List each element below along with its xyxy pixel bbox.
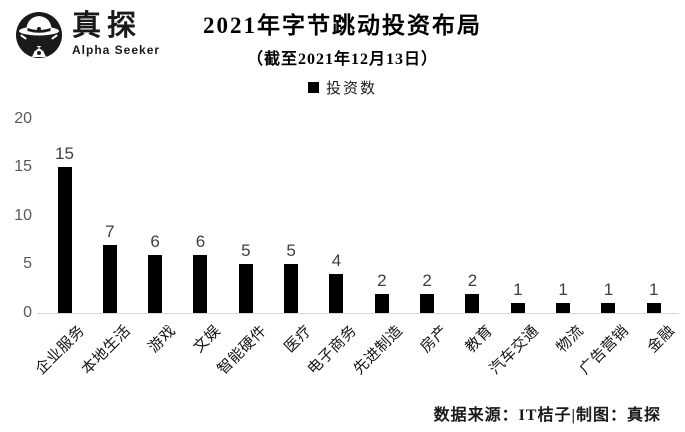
brand-logo: 真探 Alpha Seeker	[14, 8, 160, 60]
bar	[420, 294, 435, 313]
bar-value-label: 5	[241, 241, 251, 260]
x-axis-category-label: 房产	[418, 322, 452, 357]
brand-name-cn: 真探	[72, 9, 143, 42]
bar-value-label: 4	[331, 251, 342, 270]
bar-value-label: 1	[513, 280, 523, 299]
bar-value-label: 1	[603, 280, 614, 299]
bar	[510, 303, 525, 313]
bar-value-label: 5	[286, 241, 296, 260]
legend: 投资数	[0, 77, 685, 98]
bar	[102, 245, 117, 313]
bar-value-label: 2	[467, 271, 478, 290]
bar-value-label: 2	[377, 271, 387, 290]
chart-subtitle: （截至2021年12月13日）	[246, 51, 438, 68]
x-axis-category-label: 汽车交通	[486, 322, 542, 378]
bar-value-label: 6	[195, 232, 206, 251]
bar	[57, 167, 72, 313]
x-axis-category-label: 广告营销	[577, 322, 633, 378]
bar-value-label: 7	[105, 222, 115, 241]
bar	[284, 264, 299, 313]
y-axis-tick-label: 5	[23, 255, 32, 273]
y-axis-tick-label: 20	[14, 109, 32, 127]
brand-text: 真探 Alpha Seeker	[72, 9, 161, 57]
bar-value-label: 1	[649, 280, 659, 299]
bar	[193, 255, 208, 313]
bar-value-label: 15	[55, 144, 74, 163]
bar	[329, 274, 344, 313]
x-axis-baseline	[37, 313, 679, 314]
x-axis-category-label: 电子商务	[305, 322, 361, 378]
chart-title: 2021年字节跳动投资布局	[203, 13, 482, 38]
bar-value-label: 1	[558, 280, 568, 299]
source-credit: 数据来源：IT桔子|制图：真探	[433, 407, 661, 424]
x-axis-category-label: 教育	[463, 322, 497, 357]
plot-area: 0 5 10 15 20 15 企业服务 7 本地生活 6 游戏 6 文娱 5 智能硬件 5 医疗 4 电子商务 2 先…	[0, 105, 685, 432]
title-block: 2021年字节跳动投资布局 （截至2021年12月13日）	[0, 6, 685, 69]
bar	[465, 294, 480, 313]
y-axis-tick-label: 0	[23, 304, 32, 321]
bar	[148, 255, 163, 313]
x-axis-category-label: 企业服务	[33, 322, 89, 378]
bar	[556, 303, 571, 313]
bar	[601, 303, 616, 313]
x-axis-category-label: 先进制造	[350, 322, 406, 378]
x-axis-category-label: 智能硬件	[214, 322, 270, 378]
x-axis-category-label: 文娱	[191, 322, 225, 357]
y-axis-tick-label: 10	[14, 206, 32, 224]
bar-value-label: 6	[150, 232, 160, 251]
x-axis-category-label: 游戏	[146, 322, 180, 357]
legend-label: 投资数	[325, 81, 377, 97]
x-axis-category-label: 医疗	[282, 322, 316, 357]
bar-value-label: 2	[422, 271, 432, 290]
detective-icon	[16, 12, 62, 58]
x-axis-category-label: 物流	[554, 322, 588, 357]
bar	[646, 303, 661, 313]
legend-swatch-icon	[307, 82, 319, 93]
brand-name-en: Alpha Seeker	[72, 42, 161, 57]
bar	[374, 294, 389, 313]
x-axis-category-label: 本地生活	[78, 322, 134, 378]
x-axis-category-label: 金融	[644, 322, 678, 357]
y-axis-tick-label: 15	[14, 158, 32, 176]
bar	[238, 264, 253, 313]
